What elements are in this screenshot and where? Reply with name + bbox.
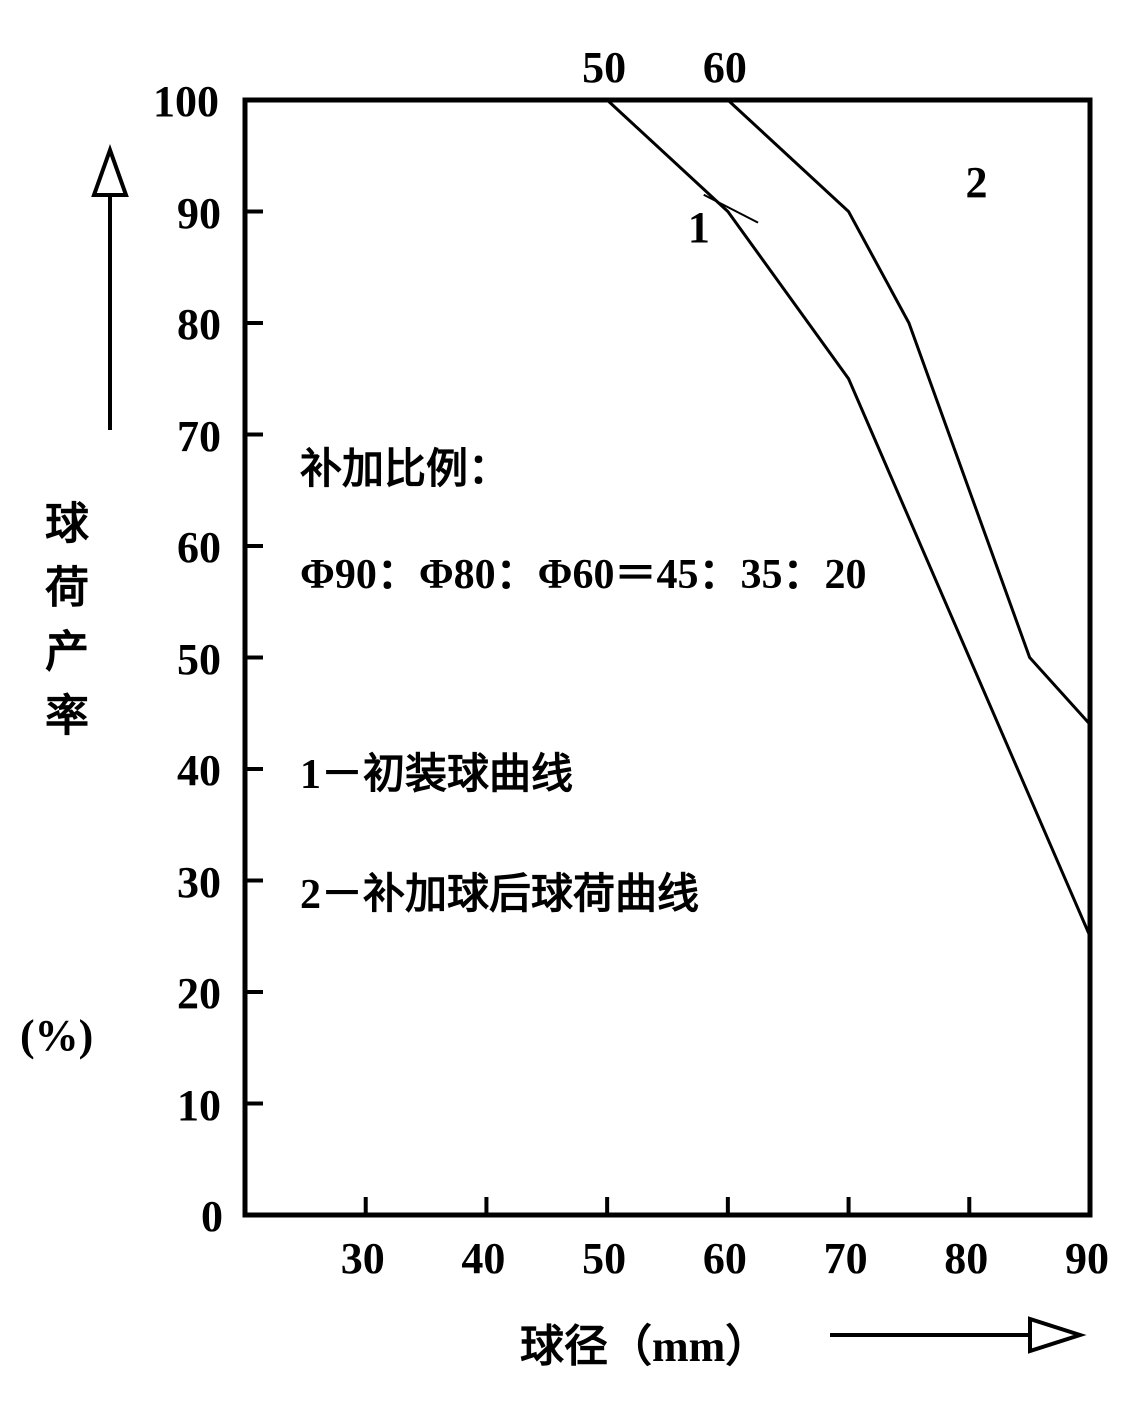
series-label: 2 xyxy=(966,157,988,208)
x-tick-label: 30 xyxy=(341,1233,385,1284)
y-tick-label: 20 xyxy=(177,968,221,1019)
y-tick-label: 60 xyxy=(177,522,221,573)
x-tick-label: 70 xyxy=(824,1233,868,1284)
x-axis-label: 球径（mm） xyxy=(520,1310,769,1374)
y-tick-label: 30 xyxy=(177,857,221,908)
legend-1: 1－初装球曲线 xyxy=(300,740,573,801)
y-tick-label: 0 xyxy=(201,1191,223,1242)
x-tick-label: 40 xyxy=(461,1233,505,1284)
y-tick-label: 80 xyxy=(177,299,221,350)
y-axis-unit: (%) xyxy=(20,1010,93,1061)
y-tick-label: 100 xyxy=(153,76,219,127)
legend-2: 2－补加球后球荷曲线 xyxy=(300,860,699,921)
chart-container: 球荷产率 (%) 球径（mm） 补加比例： Φ90：Φ80：Φ60＝45：35：… xyxy=(0,0,1133,1420)
ratio-title: 补加比例： xyxy=(300,435,510,496)
top-tick-label: 60 xyxy=(703,42,747,93)
series-label: 1 xyxy=(688,202,710,253)
ratio-value: Φ90：Φ80：Φ60＝45：35：20 xyxy=(300,540,866,601)
x-tick-label: 50 xyxy=(582,1233,626,1284)
x-tick-label: 80 xyxy=(944,1233,988,1284)
x-tick-label: 60 xyxy=(703,1233,747,1284)
chart-svg xyxy=(0,0,1133,1420)
y-tick-label: 70 xyxy=(177,411,221,462)
y-tick-label: 50 xyxy=(177,634,221,685)
y-tick-label: 10 xyxy=(177,1080,221,1131)
y-tick-label: 90 xyxy=(177,188,221,239)
x-tick-label: 90 xyxy=(1065,1233,1109,1284)
y-tick-label: 40 xyxy=(177,745,221,796)
top-tick-label: 50 xyxy=(582,42,626,93)
y-axis-label: 球荷产率 xyxy=(30,500,94,756)
